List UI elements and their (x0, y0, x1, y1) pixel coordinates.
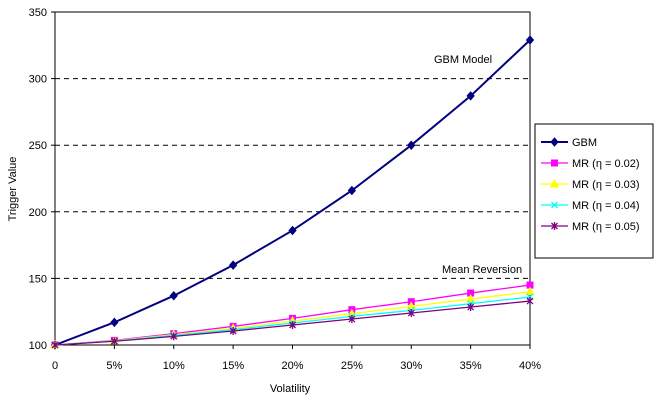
data-point-s4-4 (289, 321, 296, 330)
data-point-s0-5 (347, 185, 357, 196)
legend-label-4: MR (η = 0.05) (572, 221, 640, 233)
data-point-s4-7 (467, 303, 475, 312)
y-tick-label-300: 300 (29, 74, 47, 86)
data-point-s0-4 (288, 225, 297, 236)
legend-label-1: MR (η = 0.02) (572, 158, 640, 170)
y-tick-label-250: 250 (29, 140, 47, 152)
legend-marker-4 (551, 222, 558, 230)
annotation-gbm-model: GBM Model (434, 54, 492, 66)
x-axis-title: Volatility (270, 383, 311, 395)
y-axis-title: Trigger Value (7, 157, 19, 222)
x-tick-label-2: 10% (163, 360, 185, 372)
x-tick-label-5: 25% (341, 360, 363, 372)
y-tick-label-100: 100 (29, 340, 47, 352)
legend-marker-0 (550, 137, 559, 147)
x-tick-label-4: 20% (281, 360, 303, 372)
y-tick-label-350: 350 (29, 7, 47, 19)
x-tick-label-6: 30% (400, 360, 422, 372)
legend-label-2: MR (η = 0.03) (572, 179, 640, 191)
y-tick-label-150: 150 (29, 273, 47, 285)
data-point-s0-3 (228, 260, 238, 270)
y-tick-label-200: 200 (29, 207, 47, 219)
x-tick-label-1: 5% (106, 360, 122, 372)
data-point-s0-6 (407, 140, 416, 150)
data-point-s4-2 (170, 332, 178, 341)
x-tick-label-0: 0 (52, 360, 58, 372)
data-point-s2-7 (465, 294, 476, 303)
data-point-s0-2 (169, 290, 178, 301)
x-tick-label-7: 35% (460, 360, 482, 372)
legend-label-0: GBM (572, 137, 597, 149)
x-tick-label-8: 40% (519, 360, 541, 372)
annotation-mean-reversion: Mean Reversion (442, 264, 522, 276)
data-point-s4-8 (526, 297, 534, 306)
data-point-s4-1 (110, 337, 118, 346)
legend: GBM MR (η = 0.02) MR (η = 0.03) MR (η = 0.0… (534, 123, 654, 259)
legend-marker-1 (551, 159, 558, 167)
data-point-s2-8 (525, 286, 535, 296)
data-point-s0-1 (110, 317, 119, 328)
data-point-s0-7 (466, 91, 475, 101)
series-line-0 (54, 39, 531, 346)
data-point-s4-3 (229, 327, 237, 336)
plot-area: 100 150 200 250 300 350 0 5% 10% 15% 20% 25% 30% 35% 4… (29, 7, 542, 372)
legend-marker-3 (551, 201, 558, 209)
data-point-s4-5 (348, 315, 356, 324)
data-point-s4-6 (407, 309, 415, 318)
legend-label-3: MR (η = 0.04) (572, 200, 640, 212)
data-point-s4-0 (51, 341, 59, 349)
data-point-s0-8 (525, 35, 535, 45)
legend-marker-2 (549, 178, 560, 188)
x-tick-label-3: 15% (222, 360, 244, 372)
